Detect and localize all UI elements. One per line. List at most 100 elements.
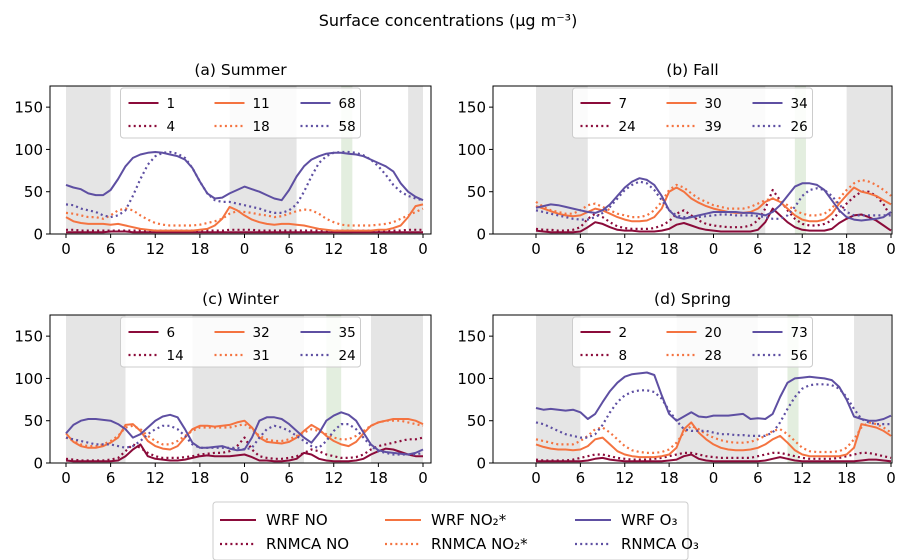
x-tick-label: 12 <box>146 469 165 487</box>
y-tick-label: 150 <box>14 99 43 117</box>
y-tick-label: 50 <box>24 183 43 201</box>
panel-legend-value: 39 <box>705 119 722 135</box>
x-tick-label: 18 <box>660 469 679 487</box>
x-tick-label: 0 <box>709 240 719 258</box>
series-line-wrf_no <box>535 207 892 234</box>
figure-title: Surface concentrations (µg m⁻³) <box>319 11 578 30</box>
series-line-rnmca_no2 <box>65 207 424 227</box>
panel-legend-value: 18 <box>253 119 270 135</box>
x-tick-label: 6 <box>284 469 294 487</box>
y-tick-label: 0 <box>33 226 43 244</box>
y-tick-label: 50 <box>467 412 486 430</box>
bottom-legend: WRF NO RNMCA NO WRF NO₂* RNMCA NO₂* WRF O₃ RN… <box>212 501 699 560</box>
bottom-legend-label: RNMCA O₃ <box>621 535 699 553</box>
series-line-wrf_no <box>536 453 892 463</box>
panel-title: (a) Summer <box>194 61 287 79</box>
axes-frame <box>49 314 432 464</box>
x-tick-label: 6 <box>576 469 586 487</box>
panel-legend-value: 34 <box>791 96 808 112</box>
panel-legend-value: 20 <box>705 325 722 341</box>
y-tick-label: 0 <box>33 455 43 473</box>
night-shading <box>66 86 111 234</box>
panel-legend-value: 68 <box>339 96 356 112</box>
x-tick-label: 0 <box>886 240 896 258</box>
panel-title: (d) Spring <box>654 290 731 308</box>
y-tick-label: 100 <box>457 370 486 388</box>
y-tick-label: 100 <box>14 370 43 388</box>
series-line-wrf_no2 <box>535 186 892 223</box>
panel-legend-value: 26 <box>791 119 808 135</box>
axes-frame <box>492 85 893 235</box>
x-tick-label: 0 <box>240 240 250 258</box>
panel-legend-value: 2 <box>619 325 628 341</box>
panel-legend-value: 6 <box>167 325 176 341</box>
panel-legend-value: 32 <box>253 325 270 341</box>
night-shading <box>846 86 891 234</box>
panel-legend-value: 56 <box>791 348 808 364</box>
x-tick-label: 12 <box>793 240 812 258</box>
night-shading <box>370 315 423 463</box>
panel-title: (c) Winter <box>202 290 279 308</box>
x-tick-label: 0 <box>61 240 71 258</box>
y-tick-label: 50 <box>24 412 43 430</box>
x-tick-label: 12 <box>324 469 343 487</box>
panel-2: 0 50 100 150 0 6 12 18 0 6 12 18 0 (b) Fall 7 30 34 24 39 2… <box>457 61 895 258</box>
x-tick-label: 0 <box>531 469 541 487</box>
bottom-legend-label: WRF NO₂* <box>431 511 507 529</box>
series-line-rnmca_no2 <box>535 178 892 219</box>
y-tick-label: 150 <box>457 328 486 346</box>
bottom-legend-label: RNMCA NO₂* <box>431 535 528 553</box>
x-tick-label: 6 <box>284 240 294 258</box>
panel-legend-box <box>120 316 361 368</box>
panel-legend-value: 30 <box>705 96 722 112</box>
x-tick-label: 18 <box>660 240 679 258</box>
panel-legend-value: 28 <box>705 348 722 364</box>
bottom-legend-label: WRF NO <box>266 511 328 529</box>
panel-legend-box <box>120 87 361 139</box>
panel-legend-value: 1 <box>167 96 176 112</box>
panel-legend-value: 35 <box>339 325 356 341</box>
x-tick-label: 6 <box>753 469 763 487</box>
panel-legend-value: 14 <box>167 348 184 364</box>
panel-legend-box <box>572 87 813 139</box>
x-tick-label: 6 <box>106 469 116 487</box>
panel-legend-value: 7 <box>619 96 628 112</box>
y-tick-label: 100 <box>457 141 486 159</box>
panel-legend-value: 24 <box>619 119 636 135</box>
x-tick-label: 18 <box>837 469 856 487</box>
panel-title: (b) Fall <box>666 61 718 79</box>
x-tick-label: 0 <box>886 469 896 487</box>
series-line-wrf_no2 <box>65 203 424 232</box>
night-shading <box>408 86 423 234</box>
x-tick-label: 0 <box>240 469 250 487</box>
x-tick-label: 18 <box>190 240 209 258</box>
y-tick-label: 50 <box>467 183 486 201</box>
panel-4: 0 50 100 150 0 6 12 18 0 6 12 18 0 (d) Spring 2 20 73 8 28… <box>457 290 895 487</box>
panel-legend-box <box>572 316 813 368</box>
series-line-wrf_no <box>66 230 423 234</box>
x-tick-label: 0 <box>531 240 541 258</box>
series-line-wrf_o3 <box>535 177 892 222</box>
highlight-band <box>787 315 799 463</box>
x-tick-label: 18 <box>837 240 856 258</box>
panel-legend-value: 4 <box>167 119 176 135</box>
x-tick-label: 0 <box>61 469 71 487</box>
x-tick-label: 12 <box>793 469 812 487</box>
series-line-rnmca_o3 <box>65 423 424 456</box>
panel-legend-value: 8 <box>619 348 628 364</box>
x-tick-label: 6 <box>576 240 586 258</box>
x-tick-label: 0 <box>418 240 428 258</box>
panel-legend-value: 11 <box>253 96 270 112</box>
x-tick-label: 6 <box>106 240 116 258</box>
night-shading <box>854 315 891 463</box>
x-tick-label: 12 <box>615 469 634 487</box>
bottom-legend-label: RNMCA NO <box>266 535 349 553</box>
series-line-rnmca_o3 <box>535 383 891 439</box>
panel-3: 0 50 100 150 0 6 12 18 0 6 12 18 0 (c) Winter 6 32 35 14 3… <box>14 290 432 487</box>
axes-frame <box>492 314 893 464</box>
series-line-rnmca_no <box>65 436 424 462</box>
panel-legend-value: 31 <box>253 348 270 364</box>
y-tick-label: 0 <box>476 455 486 473</box>
highlight-band <box>341 86 353 234</box>
